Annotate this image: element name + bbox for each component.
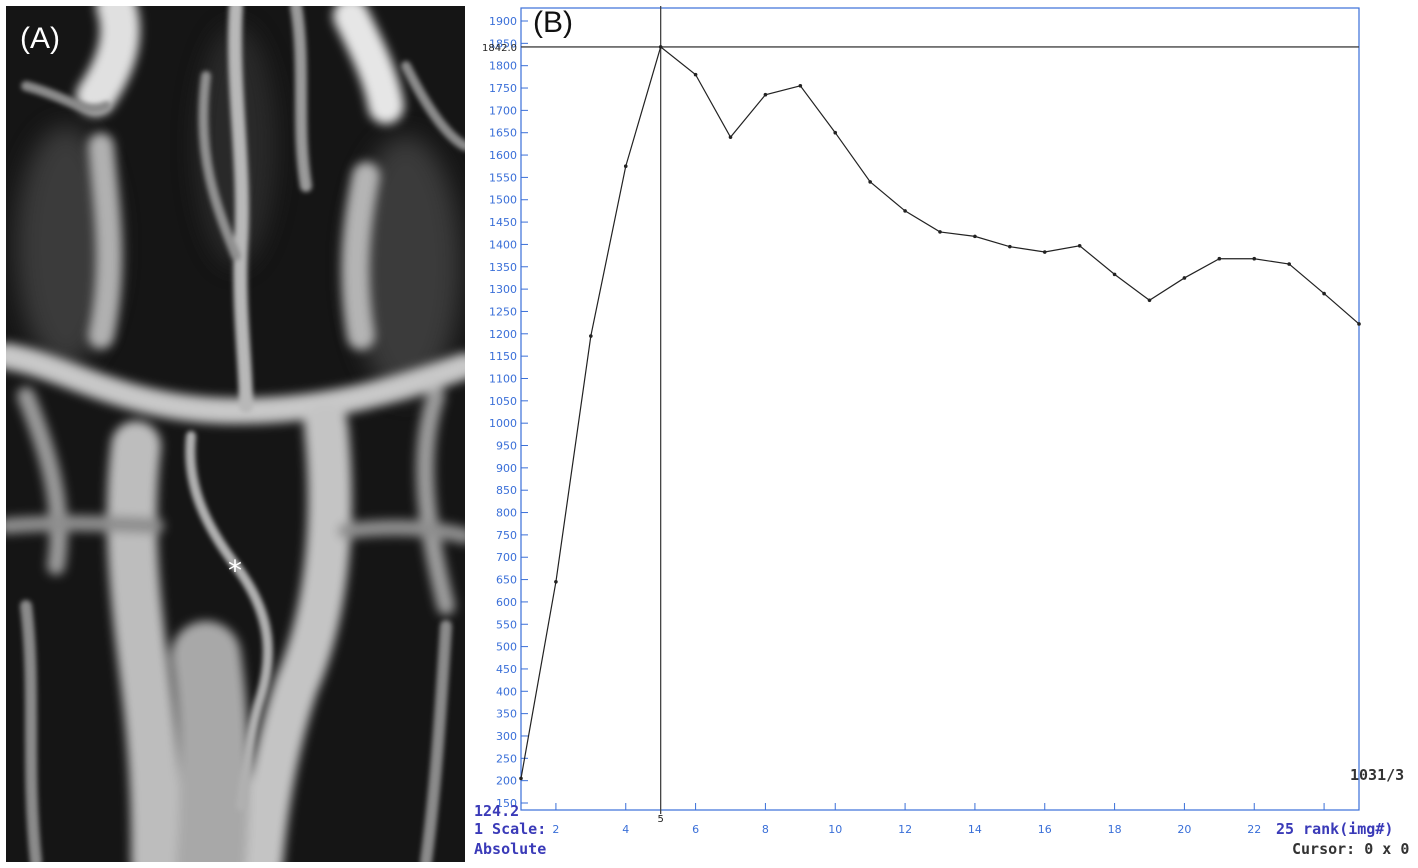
data-point: [728, 135, 733, 139]
data-point: [903, 209, 907, 213]
scale-label: 1 Scale:: [474, 820, 546, 838]
data-point: [589, 334, 593, 338]
data-point: [938, 230, 942, 234]
y-tick-label: 900: [496, 462, 517, 475]
y-tick-label: 750: [496, 529, 517, 542]
data-point: [693, 72, 698, 77]
data-point: [1077, 243, 1082, 248]
y-tick-label: 1650: [489, 127, 517, 140]
cursor-value-label: 1842.0: [482, 43, 517, 54]
y-tick-label: 650: [496, 574, 517, 587]
x-tick-labels: 2 4 6 8 10 12 14 16 18 20 22: [552, 823, 1261, 836]
x-tick-label: 16: [1038, 823, 1052, 836]
y-tick-label: 1350: [489, 261, 517, 274]
data-point: [1042, 250, 1047, 254]
plot-border: [520, 7, 1360, 811]
y-tick-label: 1050: [489, 395, 517, 408]
x-tick-label: 8: [762, 823, 769, 836]
cursor-x-label: 5: [657, 814, 663, 825]
x-tick-label: 20: [1177, 823, 1191, 836]
y-tick-label: 1850: [489, 37, 517, 50]
x-tick-label: 2: [552, 823, 559, 836]
data-point: [1112, 272, 1117, 277]
data-point: [1147, 298, 1152, 303]
x-tick-label: 12: [898, 823, 912, 836]
data-point: [763, 92, 768, 97]
data-point: [1322, 291, 1326, 296]
x-tick-label: 14: [968, 823, 982, 836]
y-tick-label: 550: [496, 618, 517, 631]
x-tick-label: 18: [1108, 823, 1122, 836]
y-tick-label: 150: [496, 797, 517, 810]
y-tick-labels: 150 200 250 300 350 400 450 500 550 600 650 700 750 8…: [489, 15, 517, 810]
y-tick-label: 1550: [489, 171, 517, 184]
data-point: [554, 580, 558, 584]
y-tick-label: 1000: [489, 417, 517, 430]
data-point: [833, 130, 838, 135]
y-tick-label: 1400: [489, 238, 517, 251]
cursor-readout: Cursor: 0 x 0: [1292, 840, 1410, 858]
y-tick-label: 400: [496, 685, 517, 698]
y-tick-label: 950: [496, 440, 517, 453]
data-point: [1182, 276, 1187, 280]
y-tick-label: 300: [496, 730, 517, 743]
cursor-labels: 1842.0 5: [482, 43, 664, 825]
y-tick-label: 200: [496, 775, 517, 788]
data-point: [798, 83, 803, 88]
data-point: [519, 776, 523, 781]
angiogram-image: (A) *: [6, 6, 465, 862]
y-tick-label: 1800: [489, 60, 517, 73]
data-point: [623, 164, 628, 169]
x-tick-label: 10: [828, 823, 842, 836]
data-point: [1217, 256, 1222, 261]
scale-text: 1 Scale:: [474, 820, 547, 838]
y-tick-label: 800: [496, 507, 517, 520]
data-point: [658, 45, 663, 49]
y-tick-label: 1900: [489, 15, 517, 28]
plot-frame: [520, 7, 1360, 811]
y-tick-label: 500: [496, 641, 517, 654]
data-point: [1357, 322, 1361, 326]
y-tick-label: 1600: [489, 149, 517, 162]
x-tick-label: 4: [622, 823, 629, 836]
cursor-crosshair: [521, 6, 1359, 814]
series-layer: [519, 45, 1361, 781]
y-tick-label: 1750: [489, 82, 517, 95]
data-point: [1008, 244, 1012, 249]
rank-axis-label: 25 rank(img#): [1276, 820, 1394, 838]
x-tick-label: 22: [1247, 823, 1261, 836]
corner-value-readout: 1031/3: [1350, 766, 1405, 784]
y-tick-label: 250: [496, 752, 517, 765]
y-tick-label: 1500: [489, 194, 517, 207]
y-tick-label: 1150: [489, 350, 517, 363]
x-tick-label: 6: [692, 823, 699, 836]
panel-a-label: (A): [20, 22, 60, 55]
y-tick-label: 350: [496, 708, 517, 721]
y-tick-label: 700: [496, 551, 517, 564]
asterisk-marker: *: [228, 554, 242, 587]
y-tick-label: 600: [496, 596, 517, 609]
y-tick-label: 1450: [489, 216, 517, 229]
data-point: [1252, 256, 1257, 261]
axis-ticks: [521, 20, 1325, 810]
bottom-value-readout: 124.2: [474, 802, 520, 820]
y-tick-label: 1250: [489, 305, 517, 318]
y-tick-label: 450: [496, 663, 517, 676]
y-tick-label: 850: [496, 484, 517, 497]
y-tick-label: 1100: [489, 372, 517, 385]
y-tick-label: 1300: [489, 283, 517, 296]
panel-b-label: (B): [533, 6, 573, 39]
y-tick-label: 1200: [489, 328, 517, 341]
y-tick-label: 1700: [489, 104, 517, 117]
data-point: [1287, 262, 1291, 266]
data-point: [973, 234, 977, 239]
series-line: [520, 45, 1360, 779]
scale-mode-button[interactable]: Absolute: [474, 840, 547, 858]
data-point: [868, 180, 872, 184]
